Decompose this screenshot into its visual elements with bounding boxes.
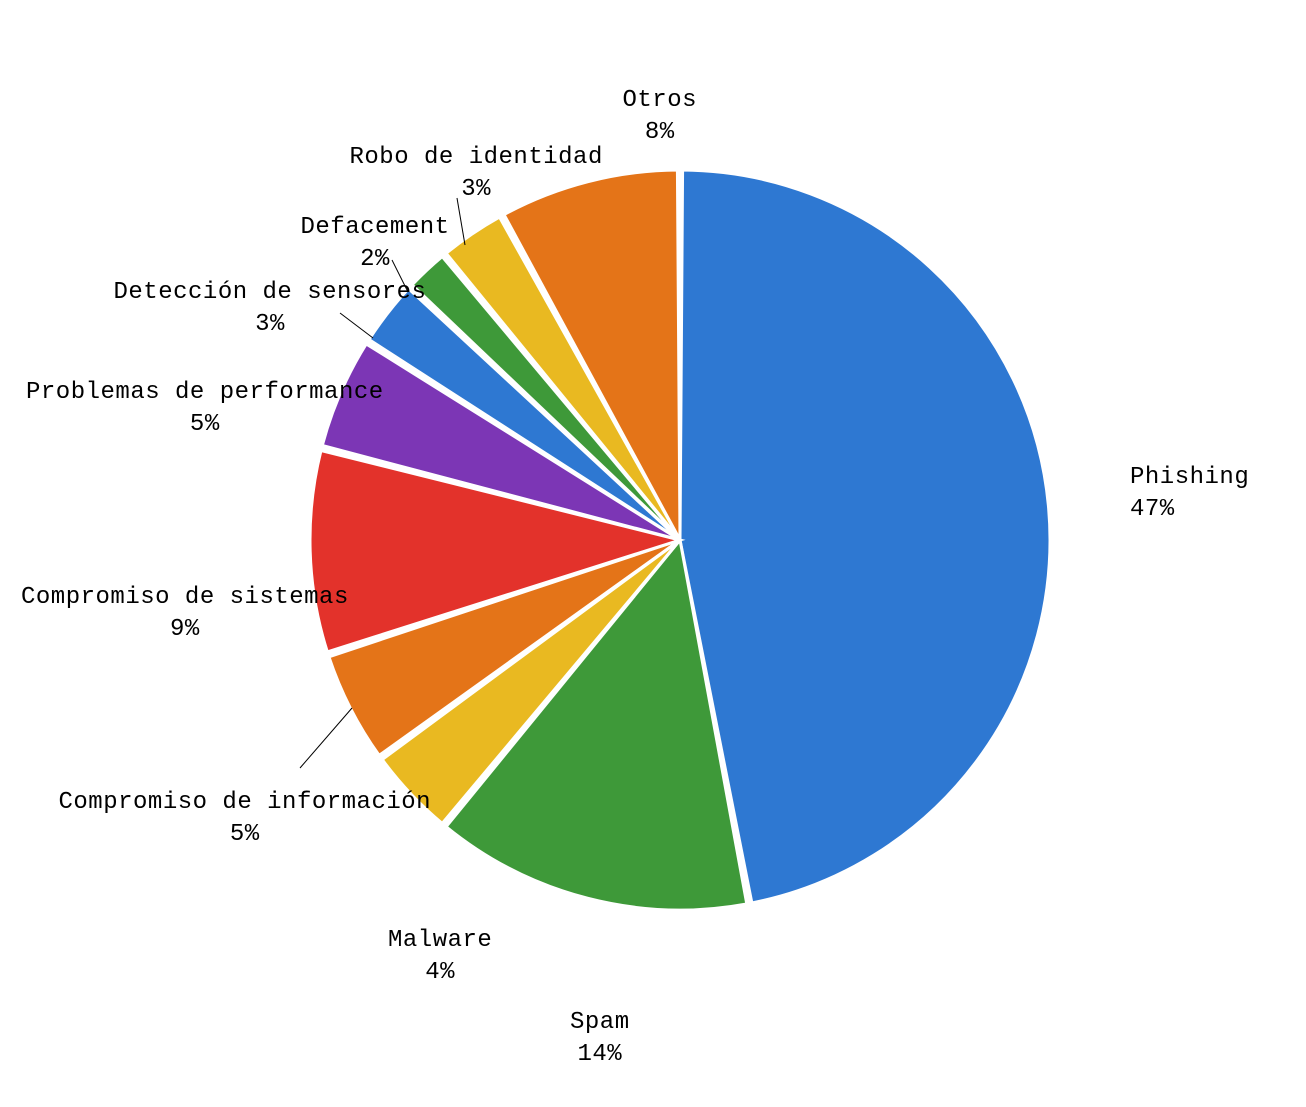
pie-slice bbox=[680, 170, 1050, 903]
pie-chart-svg bbox=[0, 0, 1306, 1102]
slice-label: Phishing 47% bbox=[1130, 462, 1249, 527]
slice-label-pct: 8% bbox=[645, 119, 675, 146]
slice-label-text: Otros bbox=[623, 87, 698, 114]
slice-label: Detección de sensores 3% bbox=[114, 277, 427, 342]
slice-label-text: Defacement bbox=[301, 214, 450, 241]
slice-label-pct: 14% bbox=[577, 1041, 622, 1068]
slice-label-text: Phishing bbox=[1130, 464, 1249, 491]
slice-label-pct: 9% bbox=[170, 616, 200, 643]
slice-label-pct: 47% bbox=[1130, 496, 1175, 523]
slice-label: Compromiso de sistemas 9% bbox=[21, 582, 349, 647]
slice-label-pct: 3% bbox=[255, 311, 285, 338]
slice-label: Robo de identidad 3% bbox=[350, 142, 603, 207]
slice-label: Defacement 2% bbox=[301, 212, 450, 277]
slice-label-text: Problemas de performance bbox=[26, 379, 384, 406]
slice-label: Compromiso de información 5% bbox=[59, 787, 432, 852]
slice-label-text: Spam bbox=[570, 1009, 630, 1036]
slice-label: Problemas de performance 5% bbox=[26, 377, 384, 442]
slice-label: Malware 4% bbox=[388, 925, 492, 990]
slice-label-text: Compromiso de información bbox=[59, 789, 432, 816]
slice-label-pct: 2% bbox=[360, 246, 390, 273]
slice-label-pct: 4% bbox=[425, 959, 455, 986]
slice-label-text: Malware bbox=[388, 927, 492, 954]
slice-label-text: Robo de identidad bbox=[350, 144, 603, 171]
slice-label-text: Compromiso de sistemas bbox=[21, 584, 349, 611]
slice-label-pct: 5% bbox=[190, 411, 220, 438]
slice-label: Spam 14% bbox=[570, 1007, 630, 1072]
leader-line bbox=[300, 708, 352, 768]
slice-label-pct: 5% bbox=[230, 821, 260, 848]
slice-label-pct: 3% bbox=[461, 176, 491, 203]
slice-label: Otros 8% bbox=[623, 85, 698, 150]
slice-label-text: Detección de sensores bbox=[114, 279, 427, 306]
pie-chart: Phishing 47% Spam 14% Malware 4% Compromiso de… bbox=[0, 0, 1306, 1102]
